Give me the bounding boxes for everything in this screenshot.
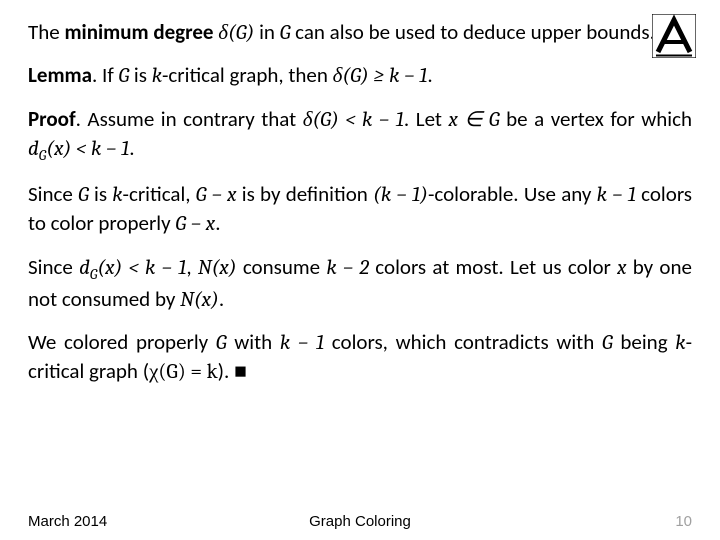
text: be a vertex for which bbox=[500, 106, 692, 132]
text: is bbox=[89, 181, 113, 207]
math-k-2: k − 2 bbox=[326, 256, 369, 280]
text: is by definition bbox=[237, 181, 373, 207]
text: . bbox=[129, 135, 134, 161]
text: . bbox=[215, 210, 220, 236]
text: , bbox=[186, 254, 198, 280]
institution-logo bbox=[652, 14, 696, 58]
math-dGx: (x) < k − 1 bbox=[46, 137, 129, 161]
paragraph-since2: Since dG(x) < k − 1, N(x) consume k − 2 … bbox=[28, 253, 692, 314]
math-Nx: N(x) bbox=[180, 288, 219, 312]
page-number: 10 bbox=[675, 513, 692, 530]
text: . If bbox=[92, 62, 119, 88]
text: -critical graph, then bbox=[162, 62, 333, 88]
math-G: G bbox=[118, 64, 129, 88]
text: -critical, bbox=[123, 181, 196, 207]
math-dG: d bbox=[28, 137, 39, 161]
math-dGx: (x) < k − 1 bbox=[97, 256, 186, 280]
paragraph-lemma: Lemma. If G is k-critical graph, then δ(… bbox=[28, 61, 692, 90]
footer-title: Graph Coloring bbox=[309, 513, 411, 530]
text: -colorable. Use any bbox=[428, 181, 597, 207]
text: . bbox=[219, 286, 224, 312]
qed-icon: ■ bbox=[234, 360, 247, 384]
math-x-in-G: x ∈ G bbox=[448, 108, 499, 132]
text: is bbox=[129, 62, 152, 88]
math-chi: χ(G) = k bbox=[149, 360, 218, 384]
math-ineq: δ(G) ≥ k − 1 bbox=[333, 64, 428, 88]
slide-body: The minimum degree δ(G) in G can also be… bbox=[28, 18, 692, 387]
math-k-1: k − 1 bbox=[280, 331, 324, 355]
math-k-1: (k − 1) bbox=[373, 183, 428, 207]
math-G-minus-x: G − x bbox=[196, 183, 237, 207]
math-Nx: N(x) bbox=[198, 256, 237, 280]
footer-date: March 2014 bbox=[28, 513, 107, 530]
paragraph-conclusion: We colored properly G with k − 1 colors,… bbox=[28, 328, 692, 387]
label-proof: Proof bbox=[28, 106, 76, 132]
math-G: G bbox=[602, 331, 613, 355]
text: . bbox=[427, 62, 432, 88]
math-ineq: δ(G) < k − 1 bbox=[303, 108, 404, 132]
text: Since bbox=[28, 181, 78, 207]
math-x: x bbox=[617, 256, 626, 280]
paragraph-proof: Proof. Assume in contrary that δ(G) < k … bbox=[28, 105, 692, 166]
text: colors at most. Let us color bbox=[369, 254, 617, 280]
footer: March 2014 Graph Coloring 10 bbox=[28, 513, 692, 530]
text: in bbox=[254, 19, 279, 45]
paragraph-intro: The minimum degree δ(G) in G can also be… bbox=[28, 18, 692, 47]
math-G: G bbox=[216, 331, 227, 355]
text: with bbox=[227, 329, 280, 355]
math-delta-G: δ(G) bbox=[218, 21, 254, 45]
math-G: G bbox=[78, 183, 89, 207]
math-k-1: k − 1 bbox=[597, 183, 636, 207]
term-minimum-degree: minimum degree bbox=[64, 19, 213, 45]
paragraph-since1: Since G is k-critical, G − x is by defin… bbox=[28, 180, 692, 239]
label-lemma: Lemma bbox=[28, 62, 92, 88]
text: can also be used to deduce upper bounds. bbox=[290, 19, 655, 45]
text: The bbox=[28, 19, 64, 45]
text: We colored properly bbox=[28, 329, 216, 355]
math-dG: d bbox=[79, 256, 90, 280]
math-G-minus-x: G − x bbox=[175, 212, 215, 236]
math-k: k bbox=[152, 64, 162, 88]
text: colors, which contradicts with bbox=[324, 329, 602, 355]
math-k: k bbox=[112, 183, 122, 207]
math-k: k bbox=[675, 331, 685, 355]
text: consume bbox=[237, 254, 327, 280]
text: ). bbox=[218, 358, 234, 384]
text: Since bbox=[28, 254, 79, 280]
math-G: G bbox=[280, 21, 291, 45]
text: being bbox=[613, 329, 676, 355]
text: . Let bbox=[404, 106, 449, 132]
text: . Assume in contrary that bbox=[76, 106, 303, 132]
